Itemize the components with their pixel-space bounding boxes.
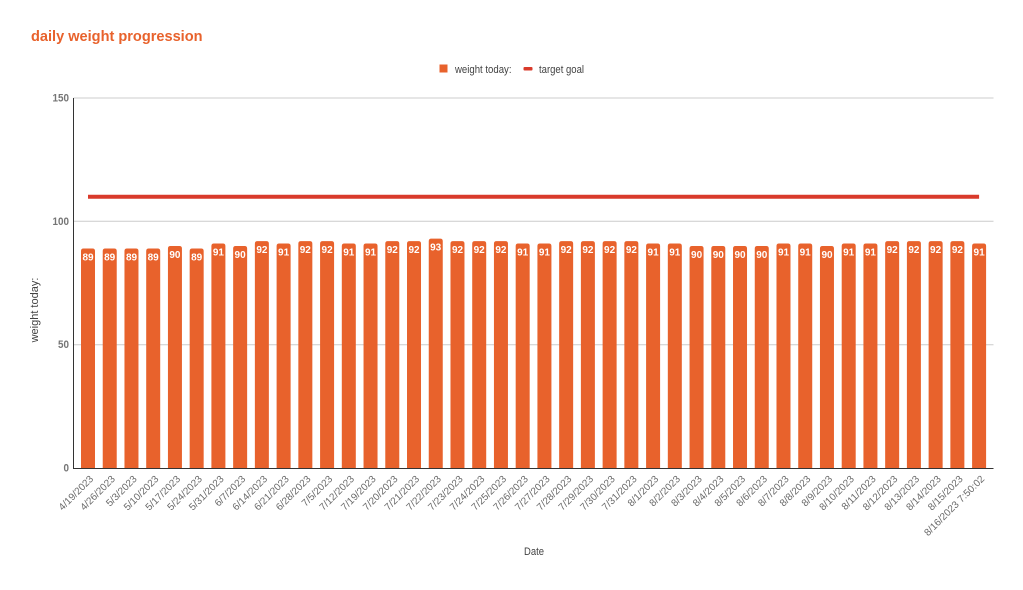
svg-text:89: 89 bbox=[82, 253, 94, 264]
svg-text:92: 92 bbox=[474, 245, 486, 256]
svg-text:150: 150 bbox=[53, 93, 70, 105]
svg-text:92: 92 bbox=[626, 245, 638, 256]
svg-text:Date: Date bbox=[524, 546, 544, 558]
svg-text:89: 89 bbox=[191, 253, 203, 264]
svg-text:90: 90 bbox=[756, 250, 768, 261]
svg-text:90: 90 bbox=[734, 250, 746, 261]
svg-text:93: 93 bbox=[430, 243, 442, 254]
svg-text:91: 91 bbox=[648, 248, 660, 259]
svg-text:92: 92 bbox=[908, 245, 920, 256]
svg-text:90: 90 bbox=[169, 250, 181, 261]
svg-text:92: 92 bbox=[582, 245, 594, 256]
svg-text:92: 92 bbox=[256, 245, 268, 256]
svg-text:91: 91 bbox=[539, 248, 551, 259]
svg-text:daily weight progression: daily weight progression bbox=[31, 28, 203, 45]
svg-text:92: 92 bbox=[561, 245, 573, 256]
svg-text:90: 90 bbox=[713, 250, 725, 261]
svg-text:89: 89 bbox=[148, 253, 160, 264]
svg-text:91: 91 bbox=[843, 248, 855, 259]
svg-text:91: 91 bbox=[865, 248, 877, 259]
svg-text:91: 91 bbox=[800, 248, 812, 259]
svg-text:92: 92 bbox=[387, 245, 399, 256]
svg-text:91: 91 bbox=[213, 248, 225, 259]
svg-text:92: 92 bbox=[452, 245, 464, 256]
svg-text:91: 91 bbox=[343, 248, 355, 259]
svg-text:91: 91 bbox=[669, 248, 681, 259]
svg-text:92: 92 bbox=[495, 245, 507, 256]
svg-text:90: 90 bbox=[235, 250, 247, 261]
svg-text:weight today:: weight today: bbox=[454, 64, 511, 76]
svg-text:89: 89 bbox=[104, 253, 116, 264]
svg-text:92: 92 bbox=[604, 245, 616, 256]
svg-text:92: 92 bbox=[930, 245, 942, 256]
svg-text:91: 91 bbox=[517, 248, 529, 259]
svg-text:weight today:: weight today: bbox=[29, 278, 41, 344]
svg-text:target goal: target goal bbox=[539, 64, 584, 76]
svg-text:92: 92 bbox=[300, 245, 312, 256]
svg-text:91: 91 bbox=[278, 248, 290, 259]
svg-text:100: 100 bbox=[53, 216, 70, 228]
svg-text:0: 0 bbox=[64, 463, 70, 475]
svg-text:91: 91 bbox=[778, 248, 790, 259]
svg-text:90: 90 bbox=[691, 250, 703, 261]
svg-text:90: 90 bbox=[821, 250, 833, 261]
svg-text:89: 89 bbox=[126, 253, 138, 264]
svg-text:92: 92 bbox=[952, 245, 964, 256]
svg-text:92: 92 bbox=[887, 245, 899, 256]
svg-text:92: 92 bbox=[322, 245, 334, 256]
svg-text:50: 50 bbox=[58, 339, 69, 351]
svg-text:92: 92 bbox=[408, 245, 420, 256]
svg-text:91: 91 bbox=[974, 248, 986, 259]
svg-text:91: 91 bbox=[365, 248, 377, 259]
